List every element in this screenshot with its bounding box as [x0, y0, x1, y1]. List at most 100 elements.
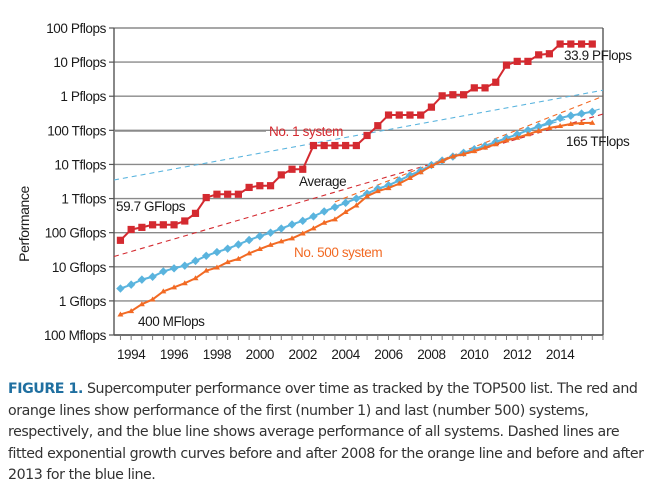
y-tick-label: 100 Tflops: [47, 123, 106, 138]
data-point: [589, 119, 596, 125]
data-point: [514, 134, 521, 140]
data-point: [556, 40, 564, 48]
data-point: [384, 111, 393, 119]
data-point: [330, 202, 340, 212]
series-no-500-system: [117, 119, 596, 317]
data-point: [256, 246, 263, 252]
x-tick-label: 2012: [503, 347, 531, 362]
data-point: [266, 182, 275, 190]
data-point: [545, 118, 554, 127]
data-point: [299, 165, 307, 173]
data-point: [546, 124, 553, 130]
data-point: [191, 256, 200, 266]
data-point: [471, 148, 478, 154]
annotation-last-no500-value: 165 TFlops: [566, 134, 630, 149]
annotation-no500-system: No. 500 system: [294, 245, 382, 260]
data-point: [138, 223, 146, 231]
data-point: [577, 40, 586, 48]
x-tick-label: 2014: [546, 347, 575, 362]
data-point: [342, 209, 349, 215]
data-point: [170, 221, 178, 229]
fit-line: [113, 113, 604, 258]
data-point: [524, 131, 531, 137]
data-point: [342, 141, 350, 150]
annotation-average: Average: [299, 174, 346, 189]
data-point: [212, 247, 222, 257]
data-point: [557, 123, 564, 129]
data-point: [171, 284, 178, 290]
data-point: [535, 51, 543, 59]
data-point: [567, 120, 574, 126]
data-point: [309, 212, 318, 221]
data-point: [191, 209, 200, 217]
y-axis-ticks: 100 Pflops 10 Pflops 1 Pflops 100 Tflops 10 …: [44, 21, 114, 343]
data-point: [181, 280, 188, 286]
fit-line: [334, 95, 604, 203]
data-point: [492, 141, 499, 147]
x-axis-ticks: 1994 1996 1998 2000 2002 2004 2006 2008 2010 2012…: [117, 335, 604, 362]
data-point: [159, 221, 167, 229]
annotation-first-no500-value: 400 MFlops: [138, 314, 205, 329]
data-point: [287, 220, 297, 229]
data-point: [534, 122, 543, 131]
data-point: [320, 141, 328, 150]
data-point: [470, 84, 478, 92]
x-tick-label: 2004: [331, 347, 360, 362]
data-point: [148, 272, 157, 281]
data-point: [255, 231, 265, 241]
data-point: [234, 190, 242, 198]
data-point: [331, 216, 338, 222]
data-point: [374, 122, 382, 130]
data-point: [180, 261, 189, 270]
data-point: [256, 182, 264, 190]
data-point: [288, 165, 296, 173]
data-point: [460, 151, 467, 157]
data-point: [459, 91, 468, 99]
x-tick-label: 2002: [289, 347, 317, 362]
data-point: [439, 157, 446, 163]
data-point: [138, 301, 145, 307]
data-point: [319, 207, 329, 216]
data-point: [160, 288, 167, 294]
data-point: [159, 267, 168, 276]
data-point: [523, 125, 533, 135]
data-point: [202, 193, 210, 202]
data-point: [364, 193, 371, 199]
x-tick-label: 2008: [417, 347, 445, 362]
data-point: [181, 217, 189, 225]
data-point: [353, 202, 360, 208]
data-point: [428, 163, 435, 169]
data-point: [213, 264, 220, 270]
data-point: [449, 91, 457, 99]
data-point: [223, 244, 232, 253]
data-point: [244, 235, 254, 245]
annotation-no1-system: No. 1 system: [269, 124, 343, 139]
data-point: [277, 171, 285, 179]
data-point: [267, 241, 274, 247]
data-point: [245, 183, 253, 192]
data-point: [116, 236, 125, 244]
data-point: [234, 240, 243, 249]
data-point: [169, 264, 179, 273]
data-point: [406, 175, 413, 181]
data-point: [126, 280, 136, 289]
data-point: [535, 127, 542, 133]
y-tick-label: 100 Pflops: [46, 21, 106, 36]
data-point: [235, 255, 242, 261]
data-point: [117, 311, 124, 317]
data-point: [438, 92, 446, 100]
x-tick-label: 2010: [460, 347, 488, 362]
x-tick-label: 2006: [374, 347, 402, 362]
data-point: [331, 141, 339, 150]
data-point: [396, 180, 403, 186]
y-tick-label: 1 Tflops: [61, 192, 106, 207]
data-point: [321, 219, 328, 225]
data-point: [127, 225, 135, 234]
data-point: [567, 40, 575, 48]
data-point: [363, 131, 371, 140]
data-point: [137, 275, 147, 284]
data-point: [310, 225, 317, 231]
data-point: [578, 119, 585, 125]
figure-caption: FIGURE 1. Supercomputer performance over…: [8, 379, 648, 487]
